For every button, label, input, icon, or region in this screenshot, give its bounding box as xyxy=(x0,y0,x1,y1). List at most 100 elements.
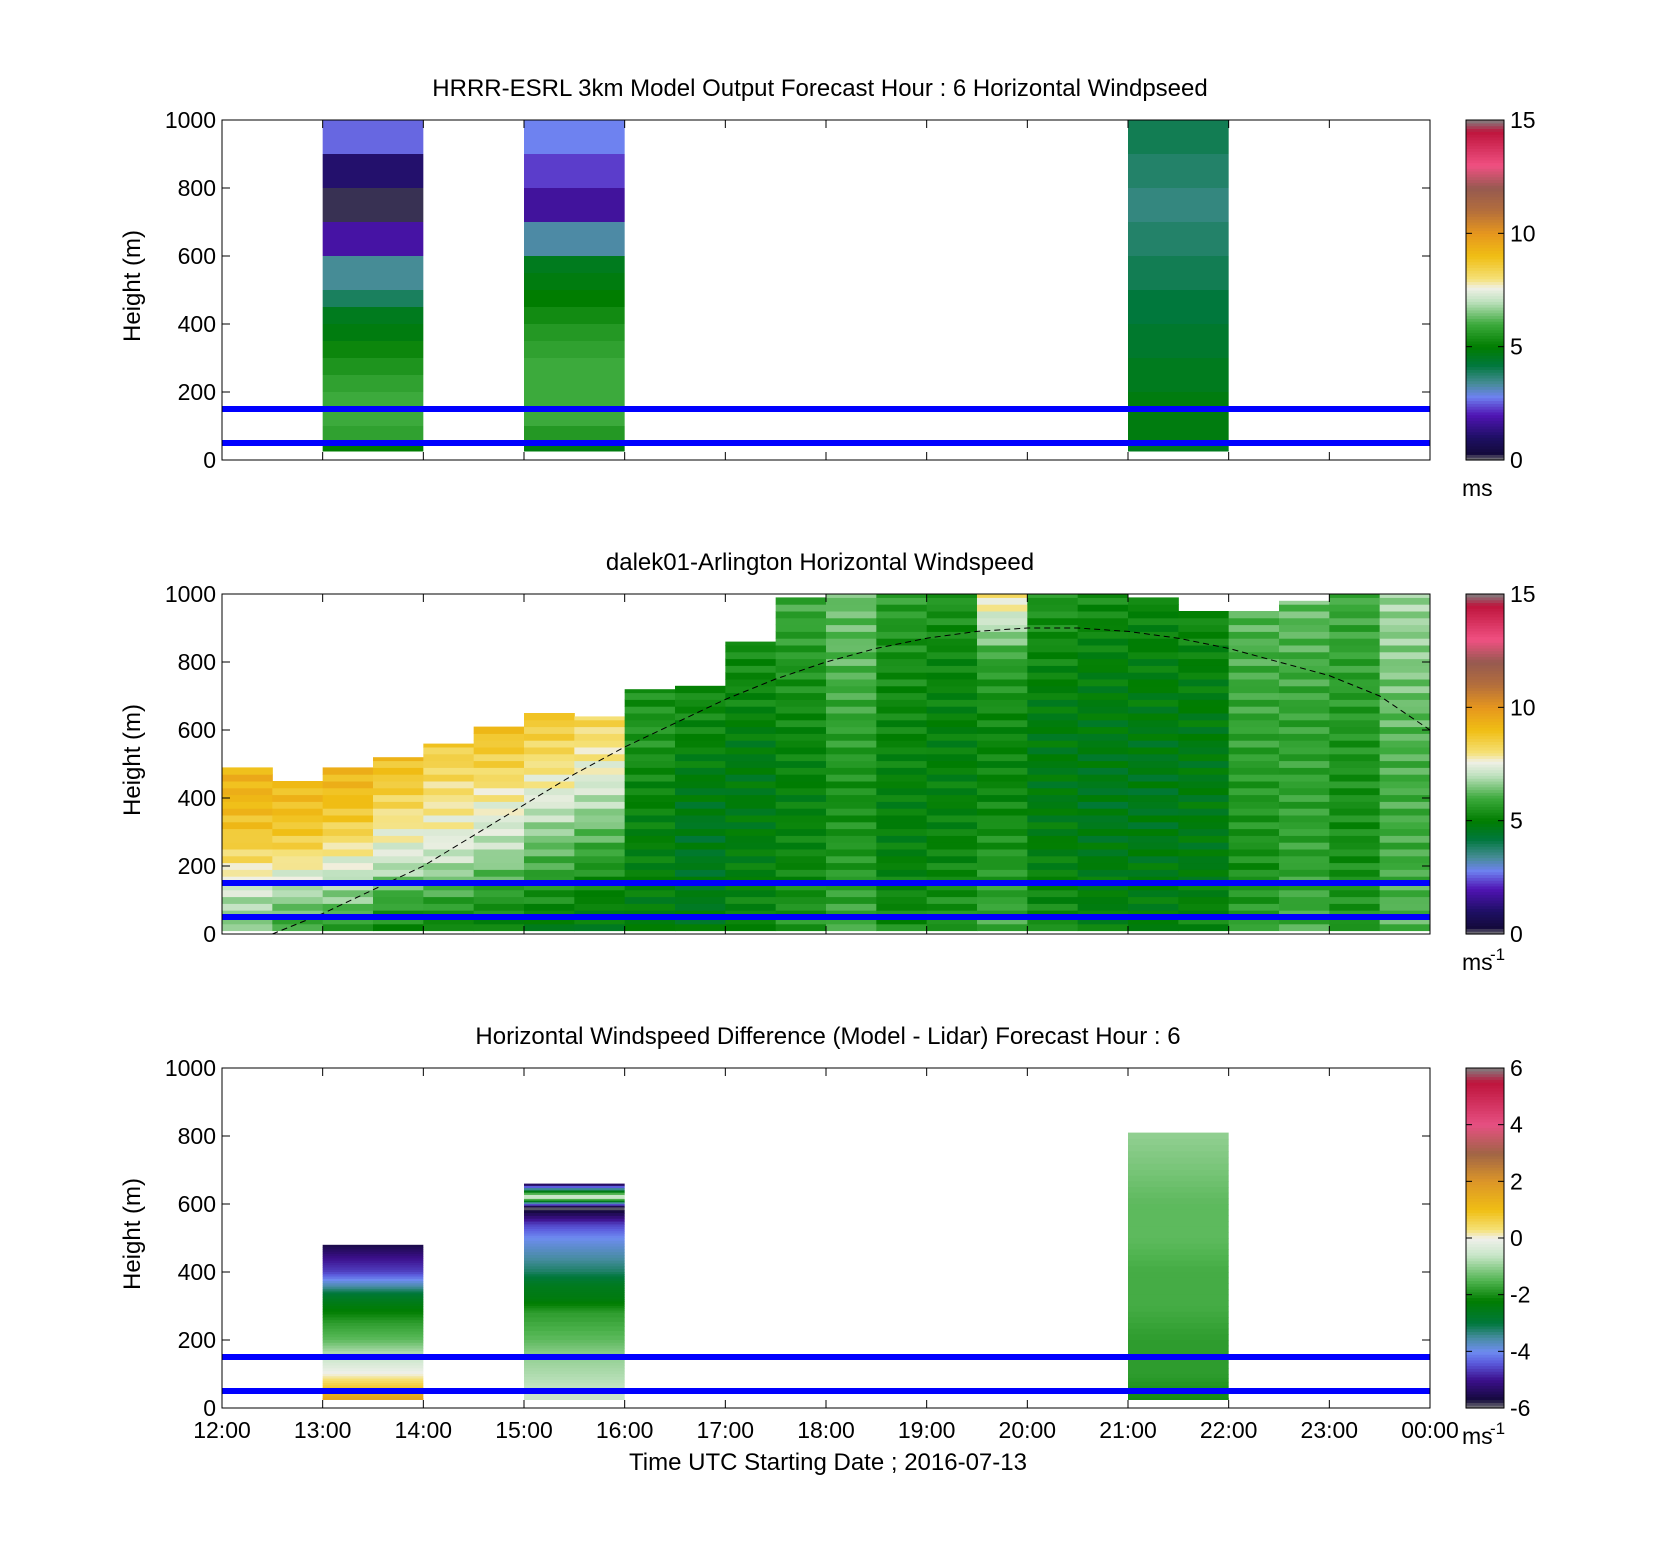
lidar-cell xyxy=(423,910,475,918)
lidar-cell xyxy=(1379,624,1431,632)
lidar-cell xyxy=(1379,767,1431,775)
lidar-cell xyxy=(775,910,827,918)
lidar-cell xyxy=(826,624,877,632)
difference-cell xyxy=(1128,1215,1229,1222)
lidar-cell xyxy=(1379,787,1431,796)
lidar-cell xyxy=(1077,917,1129,925)
lidar-cell xyxy=(574,889,626,898)
difference-cell xyxy=(524,1198,625,1202)
colorbar-segment xyxy=(1466,656,1504,660)
colorbar-segment xyxy=(1466,1402,1504,1406)
lidar-cell xyxy=(775,645,827,653)
lidar-cell xyxy=(675,713,726,721)
lidar-cell xyxy=(624,835,676,843)
lidar-cell xyxy=(1329,740,1381,748)
lidar-cell xyxy=(1329,706,1381,714)
lidar-cell xyxy=(1329,692,1381,700)
lidar-cell xyxy=(826,594,877,598)
lidar-cell xyxy=(524,747,575,755)
lidar-cell xyxy=(1329,733,1381,741)
lidar-cell xyxy=(1329,910,1381,918)
lidar-cell xyxy=(574,910,626,918)
lidar-cell xyxy=(826,923,877,932)
colorbar-segment xyxy=(1466,1206,1504,1211)
lidar-cell xyxy=(1027,808,1079,816)
lidar-cell xyxy=(826,815,877,823)
x-tick-label: 19:00 xyxy=(898,1417,956,1443)
lidar-cell xyxy=(775,658,827,666)
lidar-cell xyxy=(524,760,575,768)
lidar-cell xyxy=(624,821,676,830)
lidar-cell xyxy=(826,679,877,687)
colorbar-segment xyxy=(1466,724,1504,728)
lidar-cell xyxy=(1077,781,1129,789)
lidar-cell xyxy=(1228,815,1280,823)
lidar-cell xyxy=(1077,604,1129,612)
lidar-cell xyxy=(272,801,324,809)
y-tick-label: 400 xyxy=(178,311,216,337)
lidar-cell xyxy=(524,910,575,918)
lidar-cell xyxy=(1228,835,1280,843)
lidar-cell xyxy=(1027,842,1079,850)
colorbar-tick-label: 0 xyxy=(1510,1225,1523,1251)
colorbar-segment xyxy=(1466,451,1504,455)
colorbar-segment xyxy=(1466,863,1504,867)
colorbar-segment xyxy=(1466,1303,1504,1307)
colorbar-segment xyxy=(1466,1209,1504,1214)
lidar-cell xyxy=(977,672,1028,680)
difference-cell xyxy=(322,1323,424,1327)
lidar-cell xyxy=(473,733,525,741)
lidar-cell xyxy=(272,889,324,898)
lidar-cell xyxy=(574,862,626,870)
colorbar-segment xyxy=(1466,911,1504,915)
difference-cell xyxy=(524,1365,625,1369)
difference-cell xyxy=(322,1328,424,1332)
lidar-cell xyxy=(473,774,525,782)
difference-cell xyxy=(322,1294,424,1297)
lidar-cell xyxy=(1027,726,1079,734)
lidar-cell xyxy=(1077,835,1129,843)
lidar-cell xyxy=(1279,917,1330,925)
lidar-cell xyxy=(1228,862,1280,870)
lidar-cell xyxy=(222,876,273,884)
colorbar-segment xyxy=(1466,324,1504,328)
difference-cell xyxy=(524,1185,625,1189)
lidar-cell xyxy=(926,794,978,802)
lidar-cell xyxy=(1279,842,1330,850)
lidar-cell xyxy=(926,903,978,911)
lidar-cell xyxy=(1178,855,1230,864)
model-cell xyxy=(1128,324,1229,358)
colorbar-segment xyxy=(1466,1334,1504,1338)
lidar-cell xyxy=(322,842,374,850)
lidar-cell xyxy=(1178,787,1230,796)
lidar-cell xyxy=(1027,753,1079,762)
lidar-cell xyxy=(222,767,273,775)
lidar-cell xyxy=(1379,713,1431,721)
difference-cell xyxy=(1128,1294,1229,1301)
lidar-cell xyxy=(1329,801,1381,809)
lidar-cell xyxy=(1077,767,1129,775)
lidar-cell xyxy=(725,923,777,932)
colorbar-segment xyxy=(1466,1240,1504,1245)
difference-cell xyxy=(524,1342,625,1347)
lidar-cell xyxy=(675,842,726,850)
lidar-cell xyxy=(926,753,978,762)
lidar-cell xyxy=(775,855,827,864)
model-cell xyxy=(1128,222,1229,256)
colorbar-segment xyxy=(1466,290,1504,294)
lidar-cell xyxy=(725,672,777,680)
difference-cell xyxy=(524,1204,625,1207)
lidar-cell xyxy=(675,801,726,809)
lidar-cell xyxy=(775,631,827,639)
y-tick-label: 800 xyxy=(178,175,216,201)
lidar-cell xyxy=(423,889,475,898)
lidar-cell xyxy=(1178,815,1230,823)
lidar-cell xyxy=(1128,617,1179,626)
y-axis-label: Height (m) xyxy=(119,1178,146,1290)
colorbar-segment xyxy=(1466,1328,1504,1333)
lidar-cell xyxy=(1228,733,1280,741)
lidar-cell xyxy=(675,719,726,728)
lidar-cell xyxy=(1178,719,1230,728)
colorbar-segment xyxy=(1466,230,1504,234)
difference-cell xyxy=(322,1351,424,1355)
